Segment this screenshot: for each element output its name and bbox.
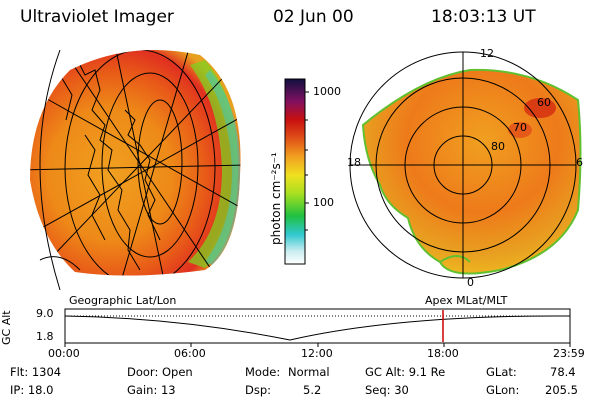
gain-info: Gain: 13 (127, 383, 176, 397)
geographic-image (30, 49, 241, 291)
time-tick-1200: 12:00 (301, 347, 333, 360)
alt-tick-1.8: 1.8 (36, 330, 54, 343)
mlat-label-70: 70 (513, 121, 527, 134)
time-tick-0000: 00:00 (48, 347, 80, 360)
glon-label: GLon: (486, 383, 520, 397)
altitude-plot (64, 308, 571, 347)
mode-value: Normal (288, 365, 330, 379)
colorbar-unit: photon cm⁻²s⁻¹ (269, 152, 283, 245)
geographic-label: Geographic Lat/Lon (69, 294, 177, 307)
glat-value: 78.4 (550, 365, 576, 379)
apex-label: Apex MLat/MLT (425, 294, 508, 307)
glon-value: 205.5 (545, 383, 578, 397)
mlt-label-18: 18 (347, 156, 361, 169)
seq-info: Seq: 30 (365, 383, 409, 397)
mlt-label-6: 6 (576, 156, 583, 169)
instrument-title: Ultraviolet Imager (20, 7, 174, 27)
mlat-label-80: 80 (491, 140, 505, 153)
colorbar (284, 78, 309, 265)
polar-plot (349, 51, 582, 279)
mlt-label-12: 12 (480, 47, 494, 60)
mlt-label-0: 0 (467, 276, 474, 289)
colorbar-tick-1000: 1000 (313, 85, 341, 98)
flt-info: Flt: 1304 (10, 365, 62, 379)
time-tick-1800: 18:00 (427, 347, 459, 360)
mlat-label-60: 60 (537, 96, 551, 109)
time-tick-2359: 23:59 (553, 347, 585, 360)
date-label: 02 Jun 00 (273, 7, 354, 27)
dsp-value: 5.2 (303, 383, 322, 397)
ip-info: IP: 18.0 (10, 383, 54, 397)
door-info: Door: Open (127, 365, 193, 379)
time-tick-0600: 06:00 (174, 347, 206, 360)
colorbar-tick-100: 100 (313, 196, 334, 209)
altitude-ylabel: GC Alt (0, 310, 13, 345)
glat-label: GLat: (486, 365, 517, 379)
gc-alt-info: GC Alt: 9.1 Re (365, 365, 446, 379)
alt-tick-9: 9.0 (36, 307, 54, 320)
dsp-label: Dsp: (245, 383, 272, 397)
mode-label: Mode: (245, 365, 281, 379)
time-label: 18:03:13 UT (431, 7, 536, 27)
